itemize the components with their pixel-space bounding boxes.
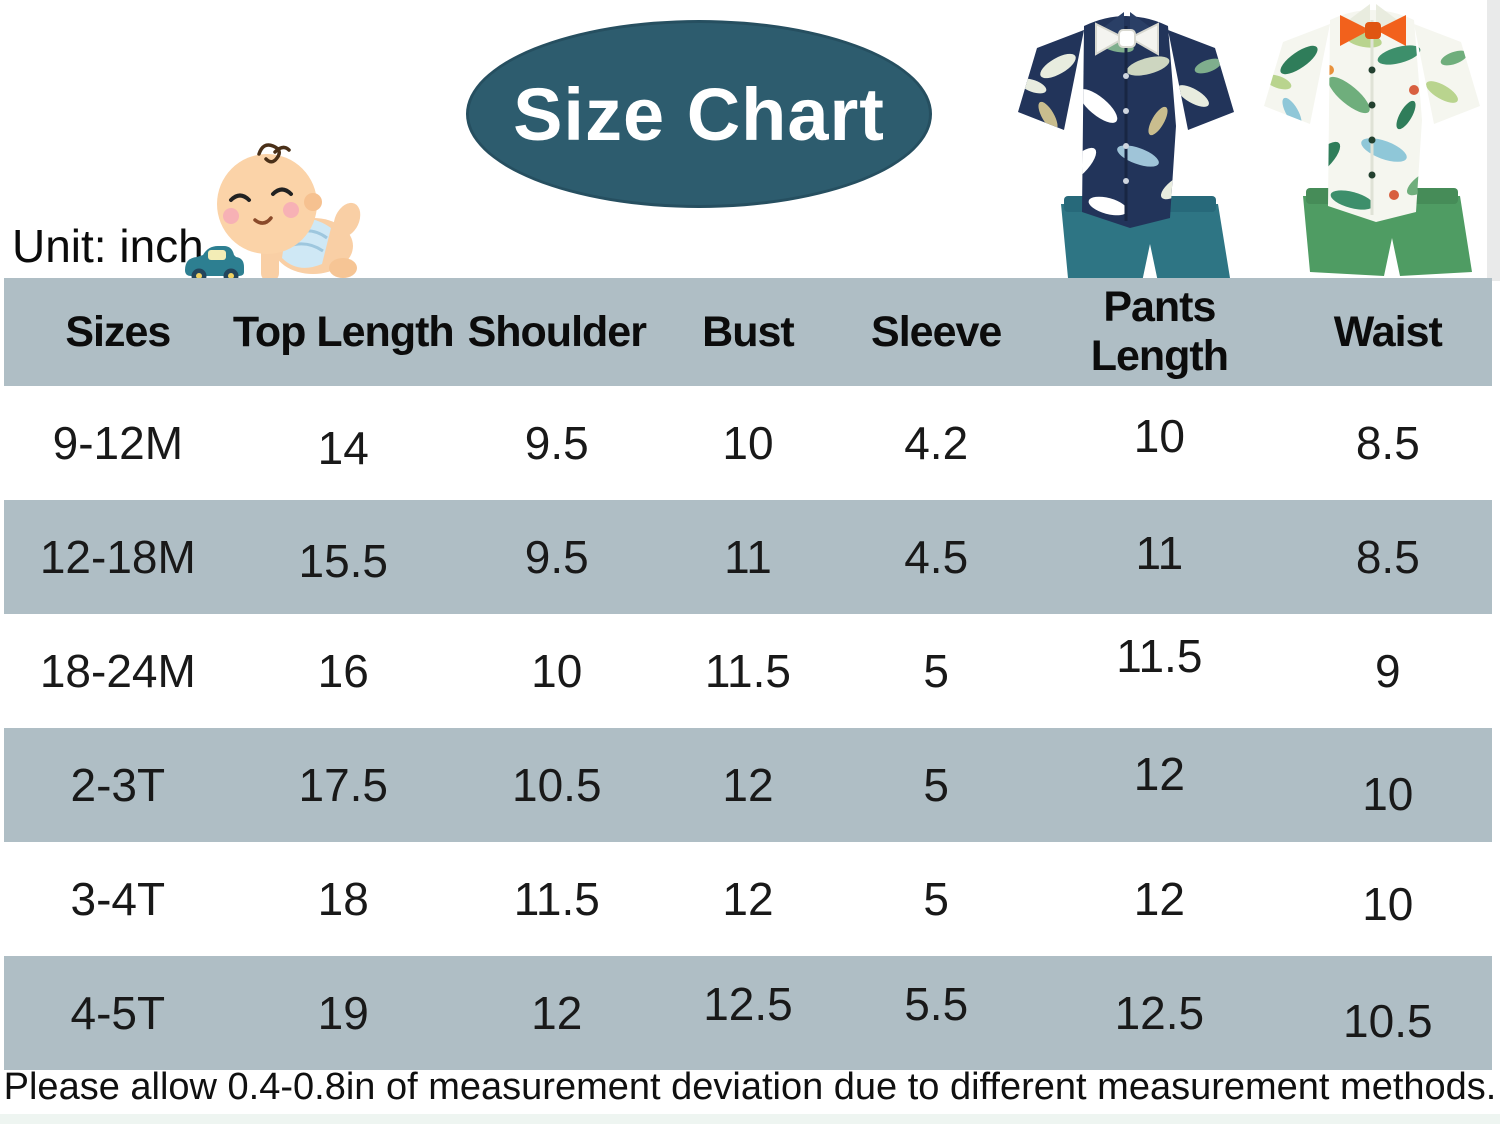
measurement-cell: 5	[923, 759, 949, 811]
measurement-cell: 12	[1133, 748, 1185, 800]
size-table: Sizes Top Length Shoulder Bust Sleeve Pants L…	[4, 278, 1492, 1070]
measurement-cell: 10.5	[512, 759, 602, 811]
column-header: Pants Length	[1035, 278, 1284, 386]
measurement-cell: 18	[317, 873, 369, 925]
column-header: Shoulder	[454, 278, 659, 386]
white-bowtie-icon	[1095, 22, 1159, 56]
measurement-cell: 5.5	[904, 978, 969, 1030]
measurement-cell: 10	[531, 645, 583, 697]
column-header: Sizes	[4, 278, 232, 386]
size-cell: 9-12M	[52, 417, 184, 469]
product-photo	[1000, 0, 1500, 282]
size-cell: 4-5T	[70, 987, 166, 1039]
measurement-cell: 10.5	[1343, 995, 1433, 1047]
measurement-cell: 12	[1133, 873, 1185, 925]
table-row: 3-4T 18 11.5 12 5 12 10	[4, 842, 1492, 956]
measurement-cell: 8.5	[1355, 531, 1420, 583]
measurement-cell: 9.5	[524, 531, 589, 583]
measurement-cell: 10	[1362, 878, 1414, 930]
photo-edge-shade	[1487, 0, 1500, 281]
bottom-strip	[0, 1114, 1500, 1124]
column-header: Waist	[1283, 278, 1492, 386]
size-cell: 18-24M	[39, 645, 196, 697]
page-title: Size Chart	[513, 72, 885, 156]
column-header: Bust	[658, 278, 838, 386]
size-cell: 3-4T	[70, 873, 166, 925]
measurement-cell: 12	[722, 873, 774, 925]
outfits-illustration	[1018, 0, 1500, 282]
measurement-cell: 11	[724, 531, 772, 583]
measurement-cell: 12.5	[703, 978, 793, 1030]
orange-bowtie-icon	[1340, 15, 1406, 46]
measurement-cell: 10	[722, 417, 774, 469]
header-row: Sizes Top Length Shoulder Bust Sleeve Pants L…	[4, 278, 1492, 386]
white-tropical-shirt-outfit-icon	[1264, 4, 1480, 276]
measurement-cell: 14	[317, 422, 369, 474]
measurement-cell: 4.5	[904, 531, 969, 583]
measurement-cell: 12	[531, 987, 583, 1039]
measurement-cell: 15.5	[298, 535, 389, 587]
size-chart-badge: Size Chart	[466, 20, 932, 208]
column-header: Top Length	[231, 278, 455, 386]
measurement-cell: 19	[317, 987, 369, 1039]
size-table-header: Sizes Top Length Shoulder Bust Sleeve Pants L…	[4, 278, 1492, 386]
measurement-cell: 16	[317, 645, 369, 697]
baby-illustration	[175, 140, 370, 290]
table-row: 9-12M 14 9.5 10 4.2 10 8.5	[4, 386, 1492, 500]
column-header: Sleeve	[837, 278, 1036, 386]
table-row: 12-18M 15.5 9.5 11 4.5 11 8.5	[4, 500, 1492, 614]
measurement-cell: 12	[722, 759, 774, 811]
deviation-note: Please allow 0.4-0.8in of measurement de…	[3, 1066, 1497, 1108]
measurement-cell: 9.5	[524, 417, 589, 469]
measurement-cell: 5	[923, 873, 949, 925]
measurement-cell: 9	[1375, 645, 1401, 697]
size-cell: 2-3T	[70, 759, 166, 811]
measurement-cell: 4.2	[904, 417, 969, 469]
measurement-cell: 10	[1133, 410, 1185, 462]
measurement-cell: 11	[1135, 527, 1184, 579]
unit-label: Unit: inch	[12, 220, 204, 272]
navy-tropical-shirt-outfit-icon	[1018, 12, 1234, 282]
measurement-cell: 11.5	[704, 645, 792, 697]
table-row: 18-24M 16 10 11.5 5 11.5 9	[4, 614, 1492, 728]
measurement-cell: 12.5	[1114, 987, 1205, 1039]
table-row: 2-3T 17.5 10.5 12 5 12 10	[4, 728, 1492, 842]
size-table-wrap: Sizes Top Length Shoulder Bust Sleeve Pants L…	[4, 278, 1492, 1070]
crawling-baby-icon	[185, 143, 361, 284]
table-row: 4-5T 19 12 12.5 5.5 12.5 10.5	[4, 956, 1492, 1070]
measurement-cell: 5	[923, 645, 949, 697]
measurement-cell: 11.5	[513, 873, 600, 925]
measurement-cell: 8.5	[1355, 417, 1420, 469]
measurement-cell: 11.5	[1116, 630, 1203, 682]
measurement-cell: 17.5	[298, 759, 389, 811]
size-table-body: 9-12M 14 9.5 10 4.2 10 8.5 12-18M 15.5 9.5 11 4.5 11…	[4, 386, 1492, 1070]
size-cell: 12-18M	[39, 531, 196, 583]
measurement-cell: 10	[1362, 768, 1414, 820]
